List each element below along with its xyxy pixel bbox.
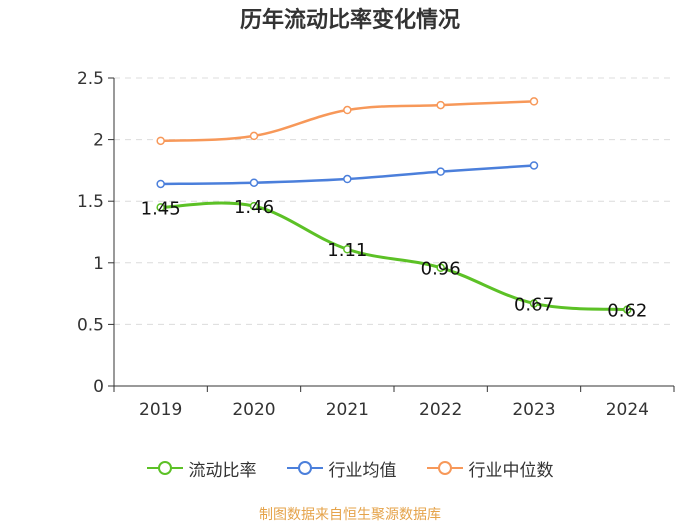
data-point	[156, 179, 165, 189]
source-note: 制图数据来自恒生聚源数据库	[259, 507, 441, 523]
axes	[108, 77, 675, 392]
data-point	[343, 105, 352, 115]
data-point	[156, 136, 165, 146]
data-point	[623, 305, 632, 314]
legend-item-current-ratio[interactable]: 流动比率	[146, 456, 257, 481]
grid-lines	[114, 77, 674, 325]
x-tick-label: 2022	[419, 400, 462, 420]
legend: 流动比率 行业均值 行业中位数	[0, 452, 700, 484]
series-group	[156, 97, 632, 314]
y-tick-label: 0	[93, 377, 104, 397]
data-label: 1.45	[141, 198, 181, 219]
x-tick-label: 2024	[606, 400, 649, 420]
data-labels: 1.45 1.46 1.11 0.96 0.67 0.62	[141, 197, 648, 321]
data-point	[156, 203, 165, 212]
legend-label: 流动比率	[188, 460, 257, 481]
line-chart: 0 0.5 1 1.5 2 2.5 2019 2020 2021 2022 2023 2024 1.…	[77, 69, 675, 420]
y-tick-label: 2.5	[77, 69, 104, 89]
legend-item-industry-average[interactable]: 行业均值	[286, 456, 397, 481]
data-label: 0.96	[421, 259, 461, 280]
y-tick-label: 0.5	[77, 315, 104, 335]
legend-marker-icon	[426, 461, 463, 475]
y-tick-label: 2	[93, 131, 104, 151]
data-point	[436, 263, 445, 272]
data-point	[249, 131, 259, 141]
y-tick-label: 1	[93, 254, 104, 274]
data-point	[343, 174, 352, 184]
data-point	[529, 97, 539, 106]
data-label: 1.46	[234, 197, 274, 218]
legend-marker-icon	[146, 461, 183, 475]
data-point	[529, 161, 539, 170]
data-point	[249, 201, 259, 211]
x-tick-label: 2023	[512, 400, 555, 420]
x-tick-label: 2021	[326, 400, 369, 420]
legend-marker-icon	[286, 461, 323, 475]
x-tick-label: 2019	[139, 400, 182, 420]
x-tick-label: 2020	[232, 400, 275, 420]
series-line	[160, 201, 628, 312]
y-tick-labels: 0 0.5 1 1.5 2 2.5	[77, 69, 104, 397]
x-tick-labels: 2019 2020 2021 2022 2023 2024	[139, 400, 649, 420]
data-point	[343, 244, 352, 254]
legend-label: 行业均值	[328, 460, 397, 481]
y-tick-label: 1.5	[77, 192, 104, 212]
data-label: 1.11	[327, 240, 367, 261]
legend-label: 行业中位数	[468, 460, 554, 481]
legend-item-industry-median[interactable]: 行业中位数	[426, 456, 554, 481]
chart-title: 历年流动比率变化情况	[239, 8, 460, 33]
data-point	[436, 100, 445, 110]
data-point	[249, 178, 259, 187]
data-label: 0.62	[607, 301, 647, 322]
data-point	[436, 167, 445, 176]
data-point	[529, 299, 539, 308]
data-label: 0.67	[514, 294, 554, 315]
